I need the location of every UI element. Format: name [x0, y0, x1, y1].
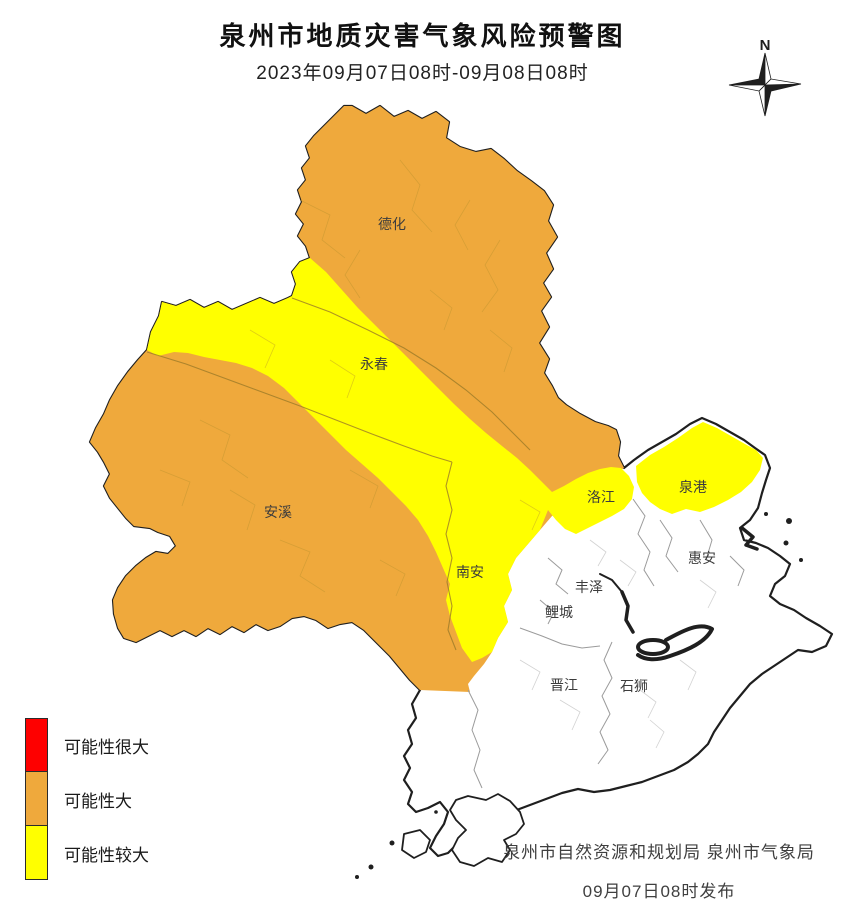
- island-large: [449, 793, 525, 867]
- issuing-agencies: 泉州市自然资源和规划局 泉州市气象局: [503, 843, 815, 862]
- legend-swatch-low: [25, 825, 48, 880]
- label-yongchun: 永春: [360, 356, 388, 372]
- label-licheng: 鲤城: [545, 604, 573, 620]
- risk-zone-low-quangang: [636, 422, 763, 514]
- credits: 泉州市自然资源和规划局 泉州市气象局 09月07日08时发布: [480, 838, 838, 902]
- label-fengze: 丰泽: [575, 579, 603, 595]
- label-shishi: 石狮: [620, 678, 648, 694]
- page-title: 泉州市地质灾害气象风险预警图: [219, 21, 626, 51]
- label-jinjiang: 晋江: [550, 677, 578, 693]
- risk-zone-low-band: [147, 258, 634, 662]
- legend-item-medium: 可能性大: [25, 771, 149, 826]
- label-dehua: 德化: [378, 216, 406, 232]
- label-luojiang: 洛江: [587, 489, 615, 505]
- validity-period: 2023年09月07日08时-09月08日08时: [256, 63, 589, 84]
- legend-item-high: 可能性很大: [25, 717, 149, 773]
- legend-swatch-high: [25, 717, 48, 773]
- island-small: [401, 829, 431, 859]
- county-labels: 德化 永春 安溪 南安 洛江 泉港 惠安 丰泽 鲤城 晋江 石狮: [264, 216, 716, 694]
- legend-label-medium: 可能性大: [64, 791, 132, 811]
- legend-label-high: 可能性很大: [64, 737, 149, 757]
- risk-legend: 可能性很大 可能性大 可能性较大: [25, 717, 149, 880]
- county-lines-gray: [467, 498, 745, 789]
- label-nanan: 南安: [456, 564, 484, 580]
- legend-item-low: 可能性较大: [25, 825, 149, 880]
- county-lines-warm: [146, 297, 531, 651]
- township-lines-warm: [159, 159, 541, 597]
- township-lines-gray: [519, 539, 717, 749]
- legend-swatch-medium: [25, 771, 48, 826]
- publish-time: 09月07日08时发布: [582, 882, 736, 901]
- estuary-water: [599, 526, 759, 662]
- label-anxi: 安溪: [264, 504, 292, 520]
- legend-label-low: 可能性较大: [64, 845, 149, 865]
- label-quangang: 泉港: [679, 479, 707, 495]
- compass-rose-icon: N: [728, 37, 802, 117]
- islets: [355, 512, 803, 879]
- islands: [401, 793, 525, 867]
- label-huian: 惠安: [688, 550, 716, 566]
- compass-north-label: N: [760, 37, 771, 54]
